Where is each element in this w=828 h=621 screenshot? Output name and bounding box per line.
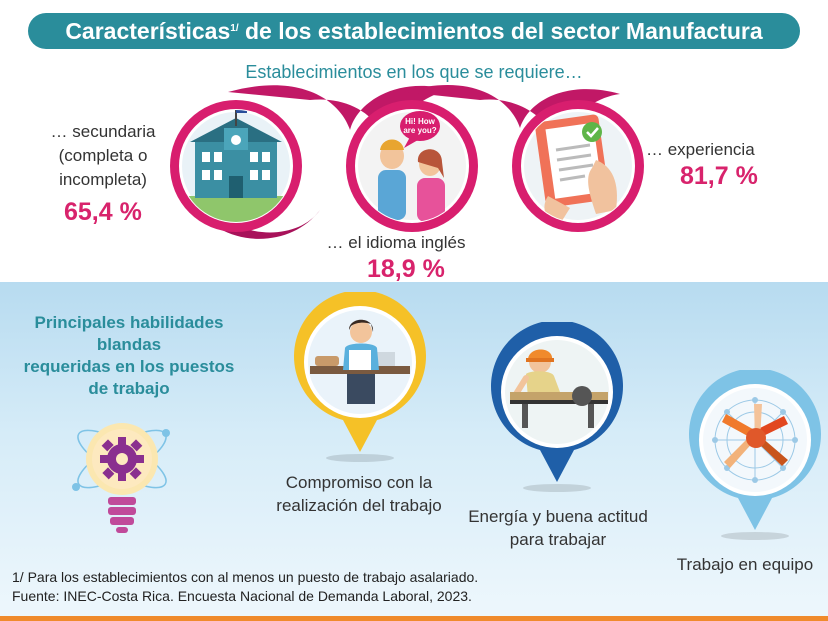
english-value: 18,9 % — [367, 255, 445, 283]
experience-label: … experiencia — [646, 140, 755, 159]
experience-value: 81,7 % — [680, 162, 758, 190]
footnote-source: Fuente: INEC-Costa Rica. Encuesta Nacion… — [12, 588, 472, 604]
requirements-ribbon: Hi! How are you? — [170, 84, 644, 239]
footnote-note: 1/ Para los establecimientos con al meno… — [12, 569, 479, 585]
committed-worker-icon — [294, 292, 426, 462]
bottom-accent-strip — [0, 616, 828, 621]
english-label: … el idioma inglés — [326, 233, 466, 252]
skills-section: Principales habilidades blandas requerid… — [0, 282, 828, 621]
lightbulb-gear-icon — [72, 423, 170, 533]
svg-text:Hi! How: Hi! How — [405, 117, 436, 126]
teamwork-hands-icon — [689, 370, 821, 540]
conversation-icon: Hi! How are you? — [346, 100, 478, 232]
skill-teamwork-label: Trabajo en equipo — [676, 555, 814, 574]
resume-document-icon — [512, 100, 644, 232]
footnote: 1/ Para los establecimientos con al meno… — [12, 568, 478, 606]
page-title: Características1/ de los establecimiento… — [28, 13, 800, 49]
secondary-education-label: … secundaria (completa o incompleta) — [50, 122, 156, 189]
requirements-subtitle: Establecimientos en los que se requiere… — [245, 62, 583, 82]
skill-energy-label: Energía y buena actitud para trabajar — [468, 507, 648, 549]
skills-heading: Principales habilidades blandas requerid… — [23, 313, 235, 398]
energetic-worker-icon — [491, 322, 623, 492]
requirements-section: Características1/ de los establecimiento… — [0, 0, 828, 283]
skill-commitment-label: Compromiso con la realización del trabaj… — [276, 473, 442, 515]
svg-text:are you?: are you? — [403, 126, 436, 135]
school-building-icon — [170, 100, 302, 232]
secondary-education-value: 65,4 % — [64, 198, 142, 226]
